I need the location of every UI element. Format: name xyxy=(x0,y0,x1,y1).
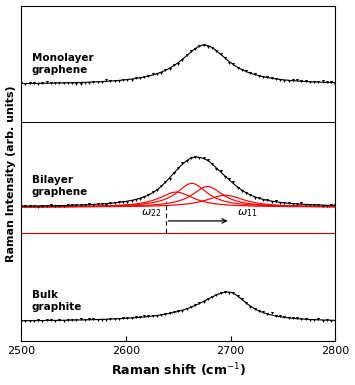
Y-axis label: Raman Intensity (arb. units): Raman Intensity (arb. units) xyxy=(6,85,16,262)
X-axis label: Raman shift (cm$^{-1}$): Raman shift (cm$^{-1}$) xyxy=(110,362,246,380)
Text: Bilayer
graphene: Bilayer graphene xyxy=(32,176,88,197)
Text: Bulk
graphite: Bulk graphite xyxy=(32,290,82,312)
Text: $\omega_{11}$: $\omega_{11}$ xyxy=(237,208,257,219)
Text: Monolayer
graphene: Monolayer graphene xyxy=(32,53,93,75)
Text: $\omega_{22}$: $\omega_{22}$ xyxy=(141,208,162,219)
